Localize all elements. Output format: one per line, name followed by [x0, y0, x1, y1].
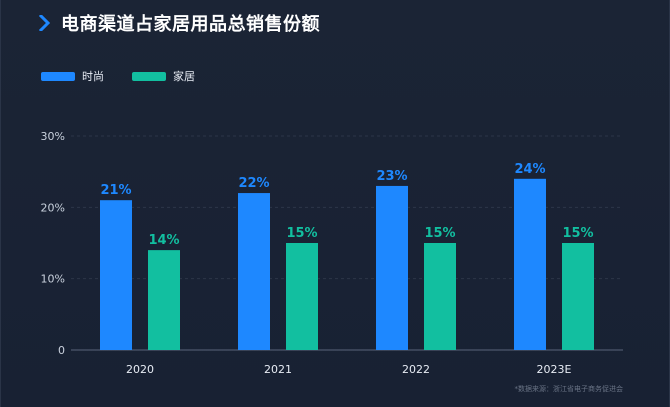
chevron-right-icon [39, 12, 55, 34]
bar-home [562, 243, 594, 350]
data-label: 24% [514, 162, 545, 177]
bar-fashion [238, 193, 270, 350]
x-tick-label: 2023E [537, 363, 572, 376]
y-tick-label: 20% [41, 201, 65, 214]
bar-fashion [514, 178, 546, 350]
x-tick-label: 2020 [126, 363, 154, 376]
data-label: 15% [562, 226, 593, 241]
x-tick-label: 2021 [264, 363, 292, 376]
data-label: 21% [100, 183, 131, 198]
bar-home [424, 243, 456, 350]
y-tick-label: 10% [41, 273, 65, 286]
legend-item-home[interactable]: 家居 [132, 68, 195, 84]
chart-title: 电商渠道占家居用品总销售份额 [61, 14, 320, 35]
source-note: *数据来源：浙江省电子商务促进会 [514, 385, 624, 393]
x-tick-label: 2022 [402, 363, 430, 376]
legend-label-home: 家居 [173, 70, 195, 83]
legend-swatch-fashion [41, 71, 75, 81]
legend-swatch-home [132, 71, 166, 81]
data-label: 23% [376, 169, 407, 184]
y-tick-label: 30% [41, 130, 65, 143]
data-label: 15% [424, 226, 455, 241]
bar-home [148, 250, 180, 350]
data-label: 15% [286, 226, 317, 241]
bar-fashion [100, 200, 132, 350]
data-label: 22% [238, 176, 269, 191]
y-tick-label: 0 [58, 344, 65, 357]
legend: 时尚 家居 [41, 68, 223, 84]
bar-home [286, 243, 318, 350]
data-label: 14% [148, 233, 179, 248]
bar-fashion [376, 185, 408, 350]
legend-item-fashion[interactable]: 时尚 [41, 68, 104, 84]
chart-header: 电商渠道占家居用品总销售份额 [39, 12, 320, 35]
legend-label-fashion: 时尚 [82, 70, 104, 83]
